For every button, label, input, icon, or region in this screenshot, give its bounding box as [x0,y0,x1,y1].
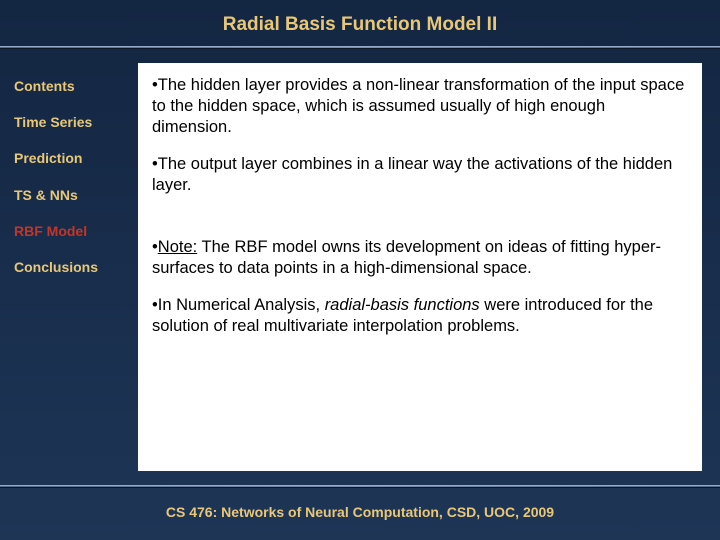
bullet-item: •The hidden layer provides a non-linear … [152,75,686,138]
bullet-text: The output layer combines in a linear wa… [152,155,672,194]
bullet-item: •The output layer combines in a linear w… [152,154,686,196]
sidebar-item-conclusions[interactable]: Conclusions [14,258,132,276]
bullet-item: •Note: The RBF model owns its developmen… [152,237,686,279]
bullet-text-em: radial-basis functions [325,296,480,314]
sidebar-item-label: Time Series [14,114,92,130]
footer-text: CS 476: Networks of Neural Computation, … [166,504,554,520]
note-label: Note: [158,238,197,256]
sidebar-item-tsnns[interactable]: TS & NNs [14,186,132,204]
main-area: Contents Time Series Prediction TS & NNs… [0,49,720,485]
slide-container: Radial Basis Function Model II Contents … [0,0,720,540]
sidebar-item-prediction[interactable]: Prediction [14,149,132,167]
slide-title: Radial Basis Function Model II [0,14,720,36]
bullet-text: The RBF model owns its development on id… [152,238,661,277]
sidebar-item-contents[interactable]: Contents [14,77,132,95]
bullet-text: The hidden layer provides a non-linear t… [152,76,684,136]
sidebar-item-label: TS & NNs [14,187,78,203]
sidebar-item-label: Conclusions [14,259,98,275]
sidebar-item-label: RBF Model [14,223,87,239]
bullet-item: •In Numerical Analysis, radial-basis fun… [152,295,686,337]
title-bar: Radial Basis Function Model II [0,0,720,46]
sidebar-item-label: Prediction [14,150,82,166]
sidebar-nav: Contents Time Series Prediction TS & NNs… [0,49,132,485]
sidebar-item-rbfmodel[interactable]: RBF Model [14,222,132,240]
footer: CS 476: Networks of Neural Computation, … [0,488,720,540]
bullet-text-pre: In Numerical Analysis, [158,296,325,314]
sidebar-item-label: Contents [14,78,75,94]
content-panel: •The hidden layer provides a non-linear … [138,63,702,471]
sidebar-item-timeseries[interactable]: Time Series [14,113,132,131]
